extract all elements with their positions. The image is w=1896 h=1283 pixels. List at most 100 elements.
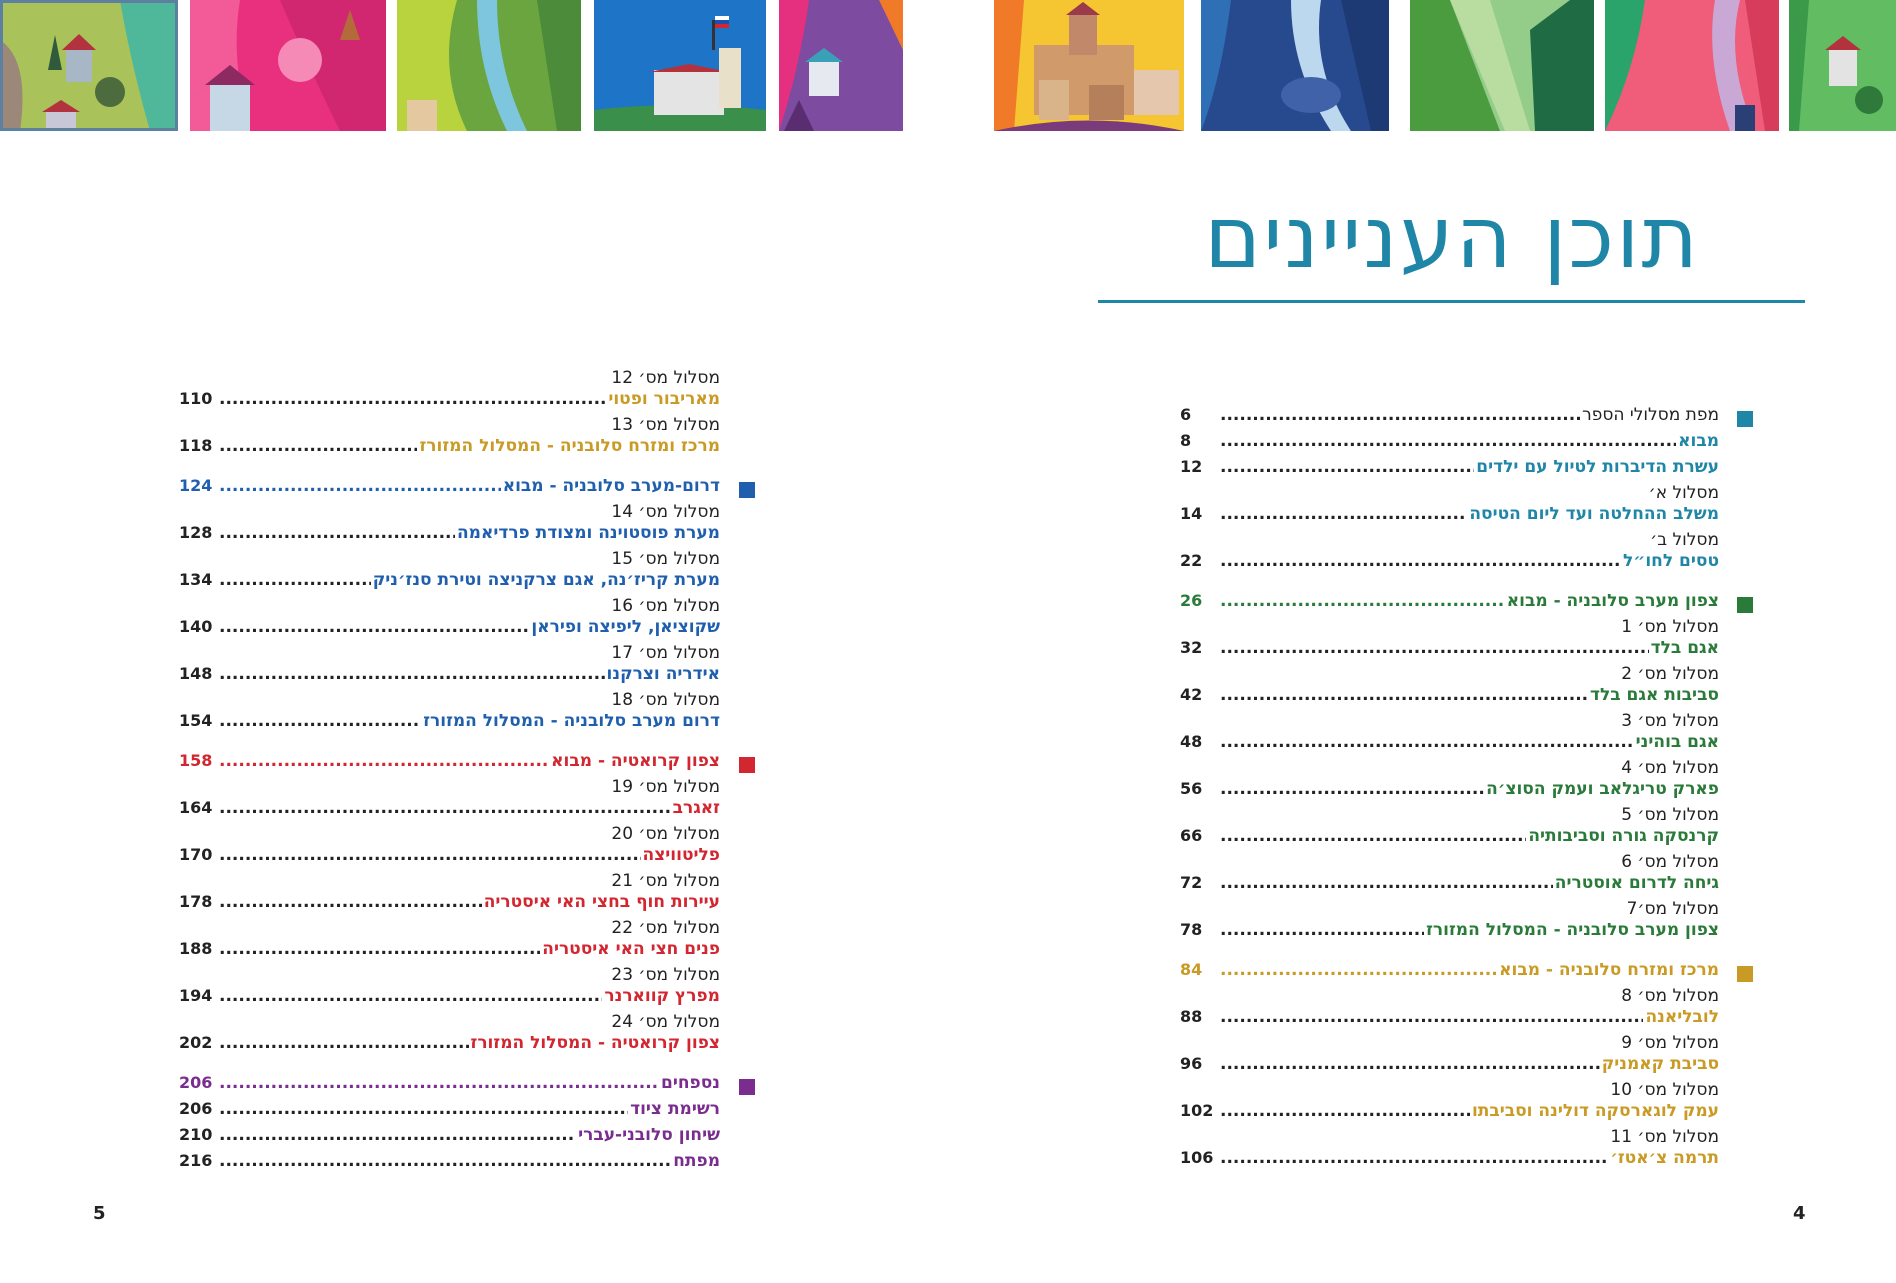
toc-entry-page: 188 xyxy=(179,939,213,958)
toc-entry[interactable]: עיירות חוף בחצי האי איסטריה 178 xyxy=(179,892,720,912)
toc-entry-label: טסים לחו״ל xyxy=(1622,551,1719,571)
route-number: מסלול מס׳ 12 xyxy=(611,368,720,388)
toc-entry[interactable]: זאגרב 164 xyxy=(179,798,720,818)
toc-entry-page: 128 xyxy=(179,523,213,542)
leader-dots xyxy=(219,1073,659,1093)
section-header-label: נספחים xyxy=(661,1073,720,1093)
section-header-label: מרכז ומזרח סלובניה - מבוא xyxy=(1499,960,1719,980)
section-header[interactable]: דרום-מערב סלובניה - מבוא 124 xyxy=(179,476,720,496)
toc-entry[interactable]: עמק לוגארסקה דולינה וסביבתו 102 xyxy=(1180,1101,1719,1121)
toc-entry[interactable]: מערת פוסטוינה ומצודת פרדיאמה 128 xyxy=(179,523,720,543)
toc-entry[interactable]: תרמה צ׳אטז׳ 106 xyxy=(1180,1148,1719,1168)
toc-entry-label: תרמה צ׳אטז׳ xyxy=(1610,1148,1719,1168)
toc-entry-page: 216 xyxy=(179,1151,213,1170)
toc-entry[interactable]: מפרץ קווארנר 194 xyxy=(179,986,720,1006)
illustration-green-house xyxy=(1789,0,1896,131)
leader-dots xyxy=(1220,732,1634,752)
toc-entry[interactable]: משלב ההחלטה ועד ליום הטיסה 14 xyxy=(1180,504,1719,524)
section-header-page: 26 xyxy=(1180,591,1203,610)
toc-entry-label: פליטוויצה xyxy=(642,845,720,865)
toc-entry[interactable]: סביבת קאמניק 96 xyxy=(1180,1054,1719,1074)
leader-dots xyxy=(219,892,482,912)
toc-entry[interactable]: פארק טריגלאב ועמק הסוצ׳ה 56 xyxy=(1180,779,1719,799)
toc-entry[interactable]: צפון מערב סלובניה - המסלול המזורז 78 xyxy=(1180,920,1719,940)
toc-entry[interactable]: מפתח 216 xyxy=(179,1151,720,1171)
toc-entry-page: 78 xyxy=(1180,920,1203,939)
leader-dots xyxy=(1220,1007,1643,1027)
section-header-label: צפון קרואטיה - מבוא xyxy=(551,751,720,771)
toc-entry-page: 194 xyxy=(179,986,213,1005)
leader-dots xyxy=(1220,551,1621,571)
toc-entry-label: עיירות חוף בחצי האי איסטריה xyxy=(483,892,720,912)
toc-entry[interactable]: מפת מסלולי הספר 6 xyxy=(1180,405,1719,425)
leader-dots xyxy=(1220,779,1484,799)
toc-entry[interactable]: מאריבור ופטוי 110 xyxy=(179,389,720,409)
toc-entry-page: 178 xyxy=(179,892,213,911)
section-header[interactable]: צפון קרואטיה - מבוא 158 xyxy=(179,751,720,771)
toc-entry-label: סביבת קאמניק xyxy=(1601,1054,1719,1074)
section-header-page: 84 xyxy=(1180,960,1203,979)
toc-entry-label: משלב ההחלטה ועד ליום הטיסה xyxy=(1469,504,1719,524)
toc-entry-page: 56 xyxy=(1180,779,1203,798)
toc-entry[interactable]: דרום מערב סלובניה - המסלול המזורז 154 xyxy=(179,711,720,731)
section-header-page: 124 xyxy=(179,476,213,495)
toc-entry-label: דרום מערב סלובניה - המסלול המזורז xyxy=(423,711,720,731)
toc-entry[interactable]: מבוא 8 xyxy=(1180,431,1719,451)
toc-entry-label: מפרץ קווארנר xyxy=(604,986,720,1006)
leader-dots xyxy=(1220,873,1553,893)
toc-entry[interactable]: אגם בלד 32 xyxy=(1180,638,1719,658)
section-marker-square xyxy=(739,1079,755,1095)
leader-dots xyxy=(219,389,606,409)
toc-entry-label: אגם בלד xyxy=(1650,638,1719,658)
route-number: מסלול מס׳ 22 xyxy=(611,918,720,938)
route-number: מסלול מס׳ 3 xyxy=(1621,711,1719,731)
toc-entry[interactable]: פליטוויצה 170 xyxy=(179,845,720,865)
toc-entry[interactable]: צפון קרואטיה - המסלול המזורז 202 xyxy=(179,1033,720,1053)
leader-dots xyxy=(219,1099,628,1119)
leader-dots xyxy=(219,751,549,771)
toc-entry[interactable]: פנים חצי האי איסטריה 188 xyxy=(179,939,720,959)
toc-entry[interactable]: עשרת הדיברות לטיול עם ילדים 12 xyxy=(1180,457,1719,477)
toc-entry[interactable]: טסים לחו״ל 22 xyxy=(1180,551,1719,571)
toc-entry[interactable]: סביבות אגם בלד 42 xyxy=(1180,685,1719,705)
illustration-castle-flag xyxy=(594,0,766,131)
leader-dots xyxy=(219,523,455,543)
toc-entry[interactable]: אידריה וצרקנו 148 xyxy=(179,664,720,684)
toc-entry[interactable]: קרנסקה גורה וסביבותיה 66 xyxy=(1180,826,1719,846)
toc-entry-label: שיחון סלובני-עברי xyxy=(578,1125,720,1145)
page-number-left: 5 xyxy=(93,1203,106,1224)
toc-entry[interactable]: לובליאנה 88 xyxy=(1180,1007,1719,1027)
toc-entry-page: 170 xyxy=(179,845,213,864)
section-header[interactable]: צפון מערב סלובניה - מבוא 26 xyxy=(1180,591,1719,611)
toc-entry-page: 22 xyxy=(1180,551,1203,570)
toc-entry[interactable]: שיחון סלובני-עברי 210 xyxy=(179,1125,720,1145)
section-marker-square xyxy=(1737,966,1753,982)
illustration-green-river xyxy=(397,0,581,131)
section-header[interactable]: נספחים 206 xyxy=(179,1073,720,1093)
toc-entry-label: מאריבור ופטוי xyxy=(608,389,720,409)
toc-entry[interactable]: רשימת ציוד 206 xyxy=(179,1099,720,1119)
page-title: תוכן העניינים xyxy=(1204,188,1700,288)
toc-entry[interactable]: מרכז ומזרח סלובניה - המסלול המזורז 118 xyxy=(179,436,720,456)
toc-entry[interactable]: אגם בוהיני 48 xyxy=(1180,732,1719,752)
section-header[interactable]: מרכז ומזרח סלובניה - מבוא 84 xyxy=(1180,960,1719,980)
toc-entry-page: 14 xyxy=(1180,504,1203,523)
route-number: מסלול מס׳ 1 xyxy=(1621,617,1719,637)
route-number: מסלול מס׳ 16 xyxy=(611,596,720,616)
toc-entry-label: לובליאנה xyxy=(1645,1007,1719,1027)
toc-entry-label: קרנסקה גורה וסביבותיה xyxy=(1528,826,1719,846)
leader-dots xyxy=(219,664,605,684)
toc-entry[interactable]: מערת קריז׳נה, אגם צרקניצה וטירת סנז׳ניק 1… xyxy=(179,570,720,590)
toc-entry-label: מפתח xyxy=(673,1151,720,1171)
toc-entry-page: 154 xyxy=(179,711,213,730)
route-number: מסלול מס׳ 6 xyxy=(1621,852,1719,872)
leader-dots xyxy=(219,1151,671,1171)
toc-entry[interactable]: גיחה לדרום אוסטריה 72 xyxy=(1180,873,1719,893)
toc-entry-label: צפון מערב סלובניה - המסלול המזורז xyxy=(1426,920,1719,940)
toc-entry-label: מרכז ומזרח סלובניה - המסלול המזורז xyxy=(419,436,720,456)
toc-entry[interactable]: שקוציאן, ליפיצה ופיראן 140 xyxy=(179,617,720,637)
toc-entry-label: זאגרב xyxy=(672,798,720,818)
section-marker-square xyxy=(1737,597,1753,613)
toc-entry-page: 6 xyxy=(1180,405,1192,424)
toc-entry-label: פארק טריגלאב ועמק הסוצ׳ה xyxy=(1486,779,1719,799)
